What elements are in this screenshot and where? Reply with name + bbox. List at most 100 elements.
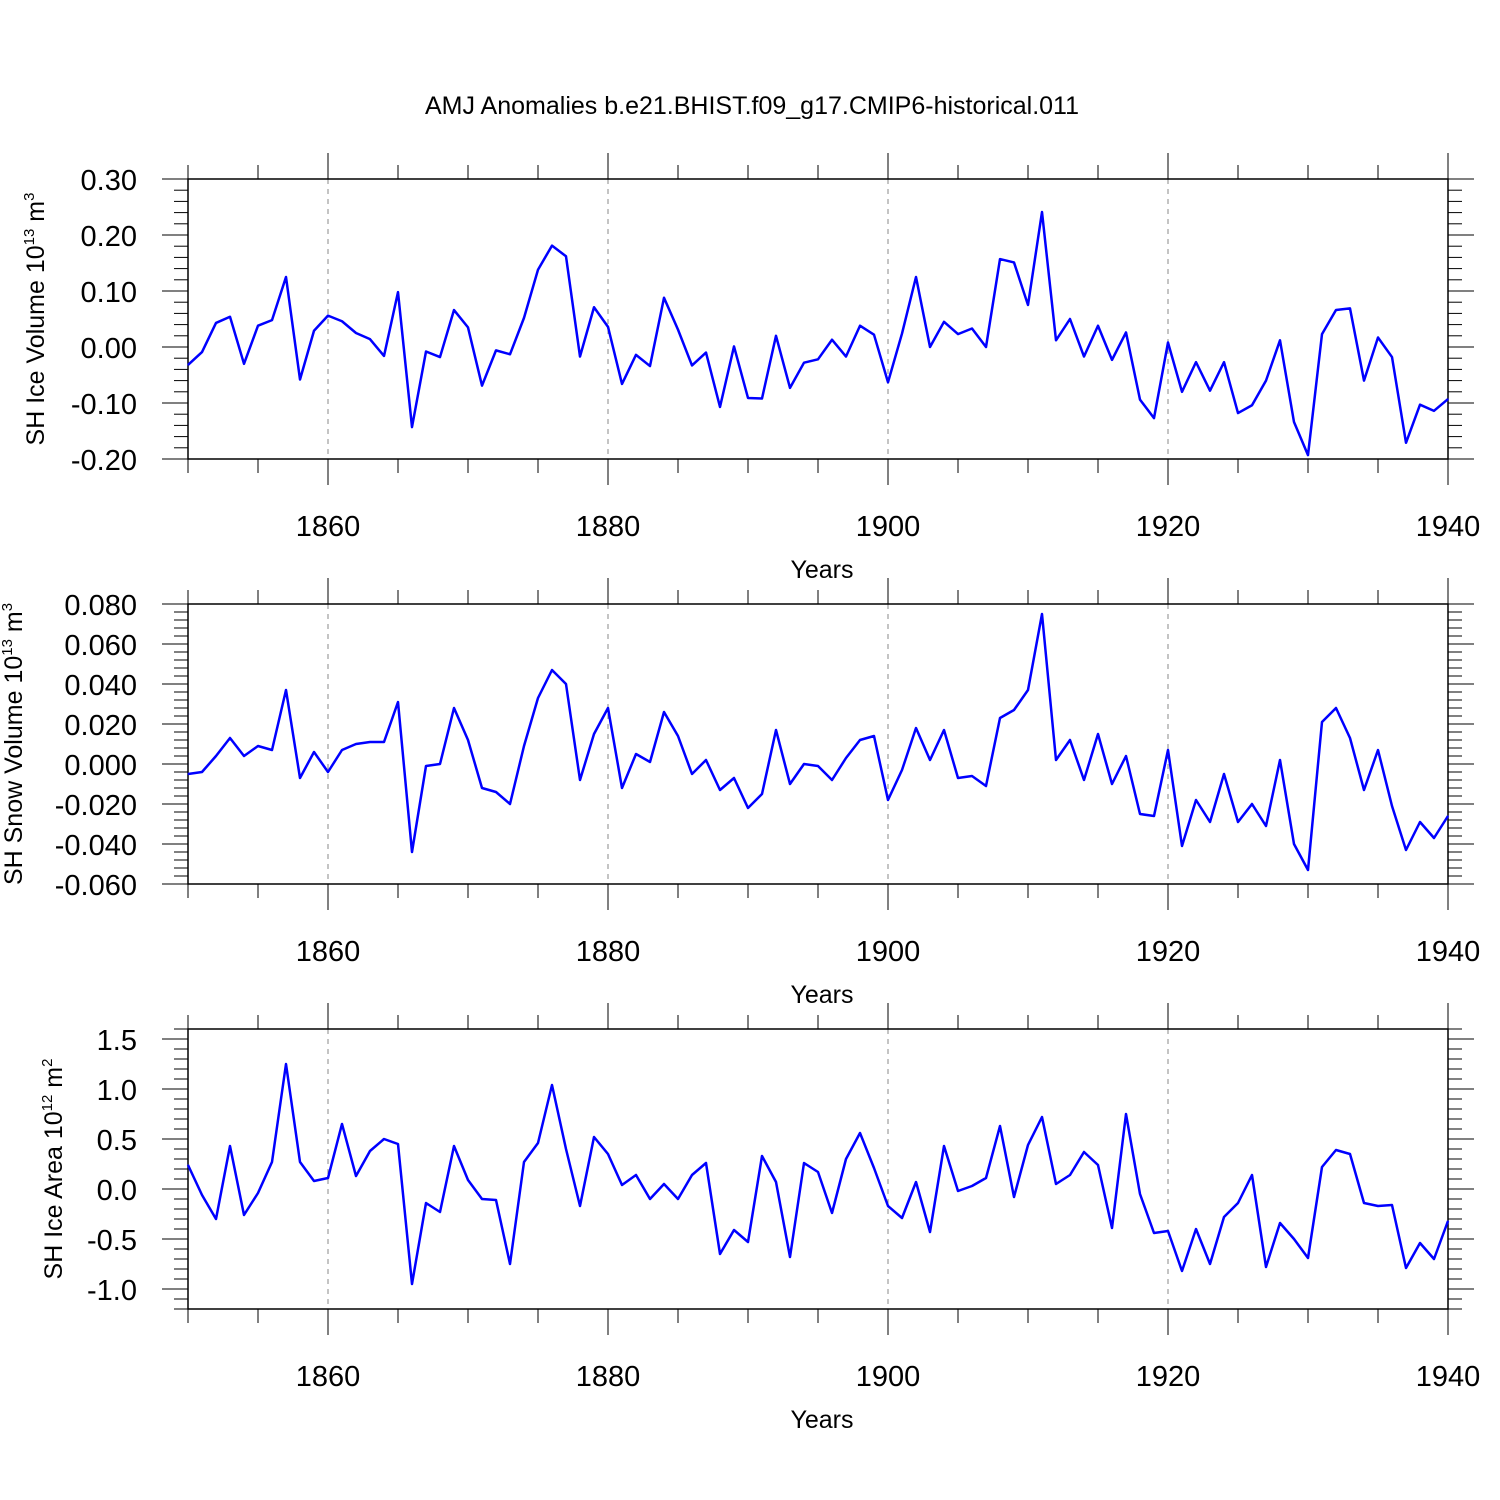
data-point — [341, 1123, 343, 1125]
plot-frame — [187, 1028, 1449, 1310]
data-point — [705, 352, 707, 354]
y-tick-label: -0.5 — [87, 1225, 137, 1257]
data-point — [817, 358, 819, 360]
data-point — [677, 329, 679, 331]
data-point — [355, 332, 357, 334]
data-point — [551, 1084, 553, 1086]
data-point — [859, 325, 861, 327]
data-point — [341, 320, 343, 322]
data-point — [439, 1211, 441, 1213]
data-point — [453, 1145, 455, 1147]
data-point — [229, 737, 231, 739]
plot-frame — [187, 603, 1449, 885]
data-point — [425, 765, 427, 767]
data-point — [229, 316, 231, 318]
data-point — [439, 356, 441, 358]
data-point — [985, 785, 987, 787]
y-axis-label-ylabel-main: SH Snow Volume 10 — [0, 656, 28, 885]
y-axis-label-ylabel-exp: 12 — [39, 1095, 56, 1112]
data-point — [1307, 1257, 1309, 1259]
data-point — [1083, 1151, 1085, 1153]
data-point — [607, 326, 609, 328]
series-line — [187, 210, 1449, 457]
data-point — [733, 1229, 735, 1231]
data-point — [467, 326, 469, 328]
data-point — [565, 255, 567, 257]
data-point — [369, 741, 371, 743]
data-point — [677, 735, 679, 737]
data-point — [1405, 849, 1407, 851]
data-point — [1097, 1164, 1099, 1166]
data-point — [187, 364, 189, 366]
data-point — [1013, 709, 1015, 711]
y-axis-label-ylabel-main: SH Ice Volume 10 — [22, 245, 50, 445]
data-point — [635, 354, 637, 356]
y-tick-label: 0.020 — [64, 710, 137, 742]
data-point — [1139, 1193, 1141, 1195]
data-point — [187, 1164, 189, 1166]
data-point — [1279, 1222, 1281, 1224]
data-point — [1335, 707, 1337, 709]
series-points — [187, 613, 1449, 871]
data-point — [341, 749, 343, 751]
data-point — [285, 1063, 287, 1065]
data-point — [313, 751, 315, 753]
data-point — [1363, 1202, 1365, 1204]
data-point — [1293, 421, 1295, 423]
data-point — [1419, 404, 1421, 406]
data-point — [1167, 1230, 1169, 1232]
data-point — [971, 1185, 973, 1187]
data-point — [1237, 1202, 1239, 1204]
y-tick-label: -1.0 — [87, 1275, 137, 1307]
data-point — [663, 1183, 665, 1185]
plot-frame — [187, 178, 1449, 460]
data-point — [1125, 331, 1127, 334]
data-point — [299, 777, 301, 779]
data-point — [1209, 390, 1211, 392]
data-point — [397, 701, 399, 703]
data-point — [929, 759, 931, 761]
data-point — [887, 381, 889, 383]
data-point — [453, 309, 455, 311]
data-point — [733, 777, 735, 779]
data-point — [1041, 211, 1043, 213]
data-point — [845, 355, 847, 358]
data-point — [187, 773, 189, 775]
data-point — [691, 773, 693, 775]
data-point — [1209, 821, 1211, 823]
data-point — [775, 1181, 777, 1183]
y-tick-label: 1.5 — [97, 1025, 137, 1057]
data-point — [537, 1142, 539, 1144]
data-point — [901, 332, 903, 335]
data-point — [957, 333, 959, 335]
data-point — [593, 733, 595, 735]
data-point — [327, 315, 329, 317]
data-point — [481, 385, 483, 387]
data-point — [691, 1174, 693, 1176]
data-point — [1139, 813, 1141, 815]
data-point — [999, 717, 1001, 719]
data-point — [299, 1161, 301, 1163]
data-point — [397, 1143, 399, 1145]
data-point — [1237, 821, 1239, 823]
data-point — [1251, 404, 1253, 406]
data-point — [1041, 613, 1043, 615]
data-point — [1335, 1149, 1337, 1151]
x-tick-label: 1900 — [856, 511, 921, 543]
data-point — [411, 851, 413, 853]
data-point — [1307, 869, 1309, 871]
series-line — [187, 612, 1450, 872]
panel-1: -0.20 -0.10 0.00 0.10 0.20 0.30 1860 1880 1900 19… — [21, 153, 1480, 584]
data-point — [579, 1205, 581, 1207]
x-tick-label: 1920 — [1136, 1361, 1201, 1393]
y-axis-label-ylabel-unit: m — [40, 1067, 68, 1095]
data-point — [1377, 749, 1379, 751]
data-point — [915, 1181, 917, 1183]
data-point — [1153, 1232, 1155, 1234]
y-axis-label-ylabel-main: SH Ice Area 10 — [40, 1111, 68, 1279]
data-point — [1251, 1174, 1253, 1176]
data-point — [201, 351, 203, 353]
data-point — [719, 789, 721, 791]
data-point — [775, 335, 777, 337]
data-point — [481, 787, 483, 789]
